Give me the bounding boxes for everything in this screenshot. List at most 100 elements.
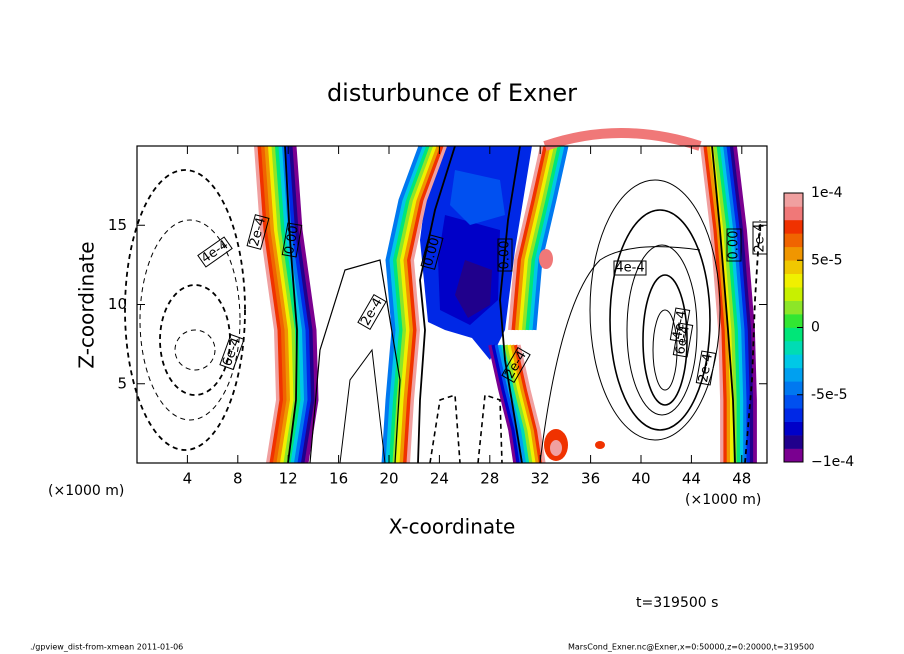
contour-line xyxy=(174,329,216,371)
filled-spot xyxy=(539,249,553,269)
footer-right: MarsCond_Exner.nc@Exner,x=0:50000,z=0:20… xyxy=(568,643,814,652)
contour-line xyxy=(124,169,246,451)
filled-band xyxy=(254,145,281,464)
filled-band xyxy=(261,145,288,464)
contour-label-bg xyxy=(672,322,694,358)
filled-band xyxy=(488,344,517,464)
filled-band xyxy=(517,344,546,464)
colorbar-band xyxy=(784,354,803,369)
contour-label-bg xyxy=(219,333,245,371)
filled-band xyxy=(399,145,440,464)
filled-band xyxy=(529,145,565,331)
contour-line xyxy=(159,284,231,396)
colorbar-band xyxy=(784,448,803,463)
filled-spot xyxy=(550,440,562,456)
contour-label: 0.00 xyxy=(498,241,513,270)
colorbar-band xyxy=(784,206,803,221)
contour-label: 2e-4 xyxy=(696,352,716,383)
colorbar-band xyxy=(784,381,803,396)
filled-band xyxy=(257,145,284,464)
colorbar-band xyxy=(784,367,803,382)
colorbar-band xyxy=(784,219,803,234)
colorbar-band xyxy=(784,300,803,315)
colorbar-band xyxy=(784,340,803,355)
filled-band xyxy=(723,145,747,463)
colorbar-band xyxy=(784,314,803,328)
contour-label-bg xyxy=(497,238,513,272)
x-tick-label: 8 xyxy=(233,470,243,488)
colorbar-band xyxy=(784,394,803,409)
contour-line xyxy=(626,244,698,416)
contour-label-bg xyxy=(613,260,647,276)
colorbar-band xyxy=(784,287,803,301)
x-tick-label: 20 xyxy=(379,470,398,488)
y-axis-label: Z-coordinate xyxy=(75,241,99,368)
colorbar-band xyxy=(784,273,803,288)
filled-band xyxy=(510,344,540,464)
x-tick-label: 32 xyxy=(531,470,550,488)
filled-band xyxy=(543,128,702,151)
x-tick-label: 44 xyxy=(682,470,701,488)
x-unit-label: (×1000 m) xyxy=(48,483,124,499)
contour-label: 2e-4 xyxy=(753,223,768,252)
x-tick-label: 40 xyxy=(631,470,650,488)
filled-band xyxy=(726,145,751,463)
filled-band xyxy=(515,145,551,331)
filled-band xyxy=(501,344,530,464)
contour-line xyxy=(417,145,456,464)
contour-label: 4e-4 xyxy=(670,309,690,340)
contour-label-bg xyxy=(420,234,444,270)
colorbar-band xyxy=(784,246,803,261)
x-tick-label: 16 xyxy=(329,470,348,488)
x-tick-label: 28 xyxy=(480,470,499,488)
contour-label-bg xyxy=(357,293,387,331)
contour-line xyxy=(711,145,736,464)
colorbar-band xyxy=(784,260,803,274)
y-tick-label: 15 xyxy=(108,216,127,234)
colorbar-band xyxy=(784,421,803,436)
x-tick-label: 36 xyxy=(581,470,600,488)
contour-line xyxy=(499,145,523,464)
filled-band xyxy=(268,145,295,464)
filled-band xyxy=(729,145,754,463)
contour-line xyxy=(539,246,701,464)
filled-band xyxy=(733,145,757,463)
filled-band xyxy=(522,145,558,331)
filled-band xyxy=(385,145,426,464)
filled-band xyxy=(395,145,437,464)
contour-label: 0.00 xyxy=(282,224,302,255)
colorbar-band xyxy=(784,193,803,207)
filled-band xyxy=(497,344,527,464)
filled-band xyxy=(719,145,744,463)
filled-band xyxy=(285,145,312,464)
contour-line xyxy=(339,348,386,464)
filled-band xyxy=(513,344,543,464)
filled-band xyxy=(278,145,305,464)
contour-label: 0.00 xyxy=(727,231,742,260)
filled-region xyxy=(450,170,505,225)
filled-band xyxy=(271,145,298,464)
colorbar-tick-label: 5e-5 xyxy=(811,252,842,268)
filled-band xyxy=(713,145,738,463)
contour-line xyxy=(642,274,688,406)
colorbar-tick-label: -5e-5 xyxy=(811,387,848,403)
x-unit-label: (×1000 m) xyxy=(685,492,761,508)
filled-band xyxy=(406,145,447,464)
contour-label: 2e-4 xyxy=(247,216,269,248)
filled-band xyxy=(716,145,741,463)
contour-line xyxy=(652,309,678,391)
contour-label-bg xyxy=(501,346,531,384)
contour-line xyxy=(609,209,711,431)
colorbar-tick-label: 1e-4 xyxy=(811,185,843,201)
contour-line xyxy=(589,179,721,441)
x-tick-label: 48 xyxy=(732,470,751,488)
contour-line xyxy=(284,145,298,464)
filled-band xyxy=(710,145,734,463)
filled-band xyxy=(402,145,444,464)
footer-left: ./gpview_dist-from-xmean 2011-01-06 xyxy=(30,643,183,652)
contour-label-bg xyxy=(695,350,717,386)
contour-field xyxy=(254,128,757,464)
colorbar-band xyxy=(784,327,803,342)
y-tick-label: 10 xyxy=(108,295,127,313)
filled-band xyxy=(491,344,520,464)
